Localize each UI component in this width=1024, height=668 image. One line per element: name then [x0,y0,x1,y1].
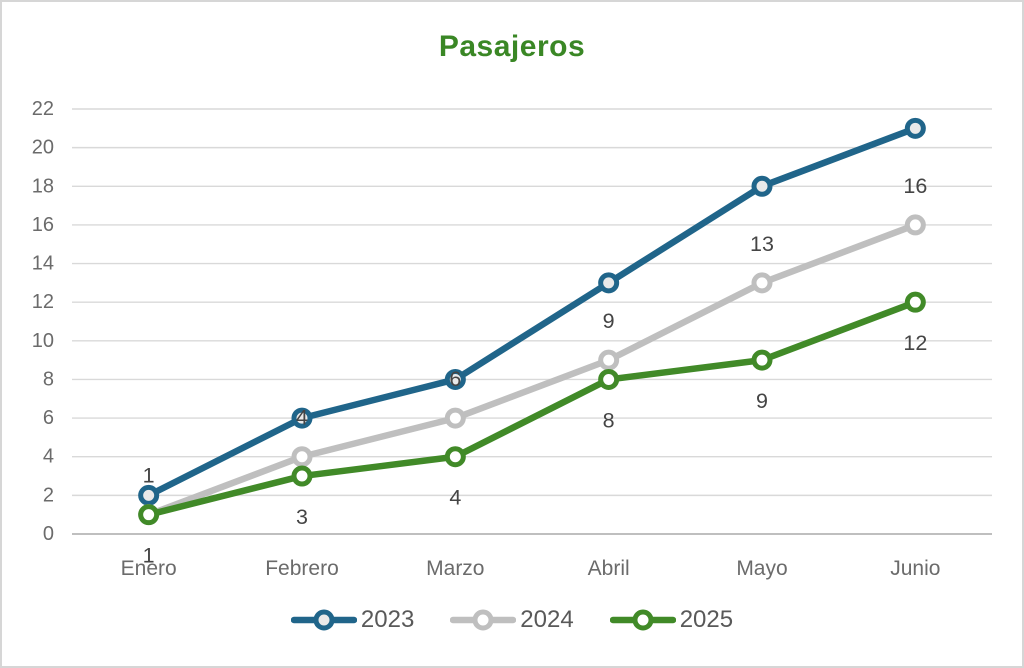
data-point-marker-2025 [138,504,160,526]
data-point-marker-2025 [598,368,620,390]
y-tick-label: 4 [43,446,54,468]
y-tick-label: 6 [43,407,54,429]
legend-label: 2025 [679,606,734,633]
series-line-2024 [145,221,919,518]
y-tick-label: 22 [32,98,54,120]
y-tick-label: 14 [32,253,54,275]
data-label-2025: 12 [903,331,927,355]
series-line-2023 [145,125,919,499]
y-tick-label: 0 [43,523,54,545]
x-tick-label: Junio [890,557,940,580]
y-tick-label: 18 [32,175,54,197]
data-point-marker-2023 [291,407,313,429]
y-tick-label: 2 [43,484,54,506]
legend-label: 2023 [360,606,415,633]
x-tick-label: Abril [588,557,630,580]
data-point-marker-2025 [904,291,926,313]
y-tick-label: 8 [43,368,54,390]
x-tick-label: Enero [121,557,177,580]
data-point-marker-2024 [444,407,466,429]
legend-item-2025: 2025 [609,606,734,634]
data-label-2025: 9 [756,389,768,413]
data-point-marker-2024 [291,446,313,468]
x-tick-label: Mayo [736,557,787,580]
data-label-2025: 3 [296,505,308,529]
data-label-2024: 6 [449,367,461,391]
data-point-marker-2023 [138,484,160,506]
data-point-marker-2024 [904,214,926,236]
data-label-2024: 4 [296,406,308,430]
x-tick-label: Febrero [265,557,339,580]
legend-label: 2024 [520,606,574,633]
chart-title: Pasajeros [438,30,586,63]
data-point-marker-2025 [751,349,773,371]
data-label-2025: 8 [603,408,615,432]
data-label-2025: 1 [143,544,155,568]
legend-swatch-icon [609,609,676,631]
series-line-2025 [145,298,919,518]
data-point-marker-2023 [598,272,620,294]
y-tick-label: 10 [32,330,54,352]
y-tick-label: 12 [32,291,54,313]
y-tick-label: 16 [32,214,54,236]
data-point-marker-2025 [444,446,466,468]
legend: 2023 2024 2025 [2,606,1022,634]
data-label-2024: 9 [603,309,615,333]
data-point-marker-2023 [751,175,773,197]
legend-item-2024: 2024 [450,606,574,634]
legend-item-2023: 2023 [290,606,415,634]
data-label-2025: 4 [449,486,461,510]
data-point-marker-2024 [751,272,773,294]
data-label-2024: 13 [750,232,774,256]
data-point-marker-2025 [291,465,313,487]
legend-swatch-icon [290,609,357,631]
data-label-2024: 16 [903,174,927,198]
data-point-marker-2023 [904,117,926,139]
x-tick-label: Marzo [426,557,484,580]
y-tick-label: 20 [32,137,54,159]
data-point-marker-2023 [444,368,466,390]
data-label-2024: 1 [143,464,155,488]
legend-swatch-icon [450,609,517,631]
data-point-marker-2024 [598,349,620,371]
